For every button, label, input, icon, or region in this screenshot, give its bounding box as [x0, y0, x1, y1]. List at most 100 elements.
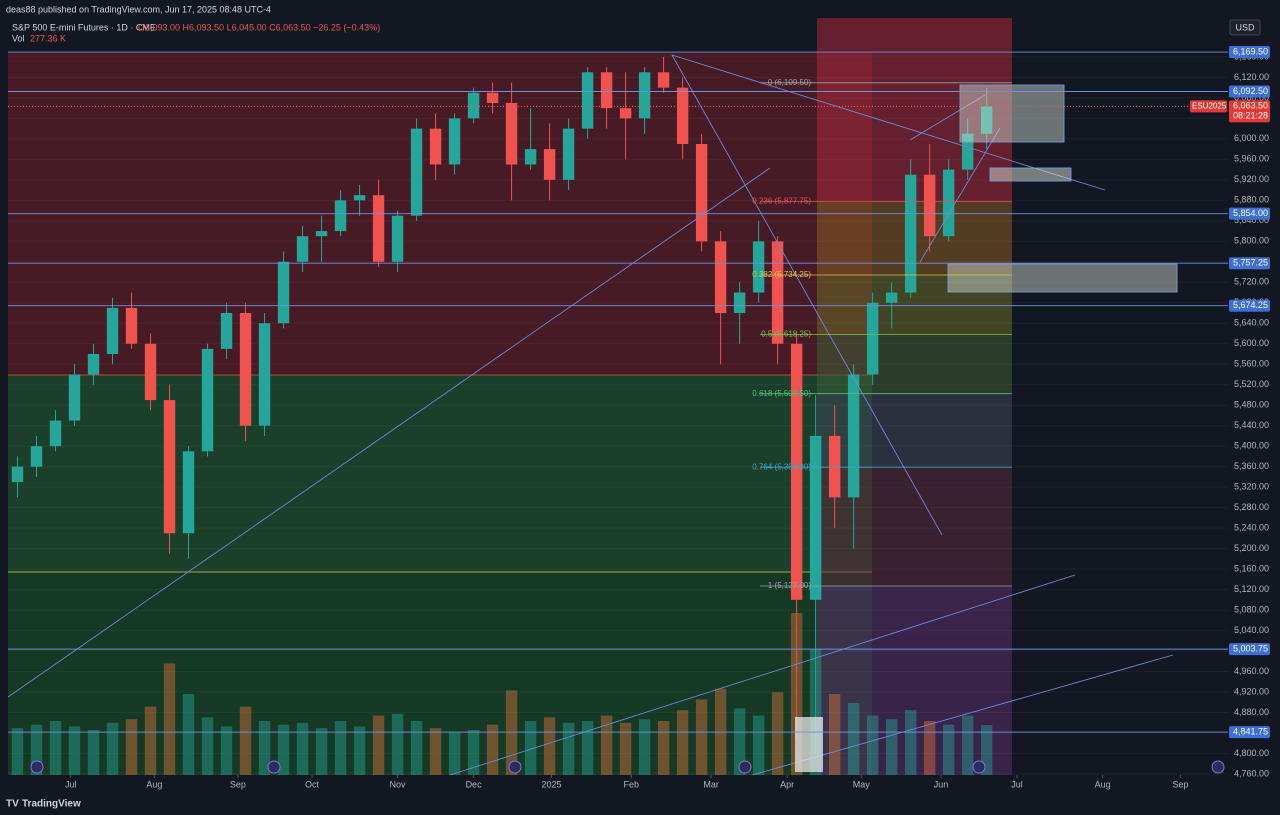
candle-body [30, 446, 43, 467]
level-label: 4,841.75 [1233, 726, 1268, 736]
ticker-box [1190, 100, 1227, 113]
volume-bar [334, 721, 347, 775]
volume-bar [638, 719, 651, 775]
fib-band [817, 586, 1012, 775]
y-tick-label: 6,000.00 [1234, 133, 1269, 143]
volume-bar [752, 715, 765, 775]
volume-bar [49, 721, 62, 775]
volume-bar [543, 717, 556, 775]
volume-bar [923, 721, 936, 775]
zone-box [989, 167, 1072, 182]
x-tick-label: Jul [1011, 779, 1023, 789]
currency[interactable]: USD [1235, 22, 1255, 32]
x-tick-label: Apr [780, 779, 794, 789]
event-icon[interactable] [738, 760, 752, 774]
x-tick-label: Sep [1172, 779, 1188, 789]
publisher: deas88 published on TradingView.com, Jun… [6, 4, 271, 14]
candle-body [410, 128, 423, 216]
last-price-label: 6,063.50 [1233, 101, 1268, 111]
level-label: 5,003.75 [1233, 644, 1268, 654]
y-tick-label: 5,320.00 [1234, 482, 1269, 492]
levels [8, 51, 1228, 733]
event-icon[interactable] [1211, 760, 1225, 774]
fib-label: 0.382 (5,734.25) [752, 270, 811, 279]
y-tick-label: 5,920.00 [1234, 174, 1269, 184]
candle-body [790, 343, 803, 600]
y-tick-label: 5,520.00 [1234, 379, 1269, 389]
volume-bar [619, 722, 632, 775]
candle-body [980, 106, 993, 134]
volume-bar [828, 694, 841, 775]
vol-value: 277.36 K [30, 33, 66, 43]
volume-bar [182, 694, 195, 775]
y-tick-label: 5,600.00 [1234, 338, 1269, 348]
volume-bar [505, 690, 518, 775]
event-icon[interactable] [30, 760, 44, 774]
y-tick-label: 5,880.00 [1234, 195, 1269, 205]
candle-body [220, 313, 233, 349]
y-tick-label: 4,800.00 [1234, 748, 1269, 758]
volume-bar [429, 728, 442, 775]
volume-bar [144, 706, 157, 775]
candle-body [68, 374, 81, 421]
time-axis [0, 775, 1228, 815]
candle-body [942, 169, 955, 237]
x-tick-label: Mar [703, 779, 719, 789]
fib-label: 0.5 (5,618.25) [761, 330, 811, 339]
x-tick-label: Dec [466, 779, 483, 789]
price-axis [1228, 0, 1280, 815]
volume-bar [30, 724, 43, 775]
trend-line [671, 54, 1106, 191]
candle-body [467, 92, 480, 119]
event-icon[interactable] [508, 760, 522, 774]
candle-body [505, 103, 518, 165]
fib: 0 (6,109.50) 0.236 (5,877.75) 0.382 (5,734… [752, 78, 1012, 590]
volume-bar [315, 728, 328, 775]
y-tick-label: 5,240.00 [1234, 523, 1269, 533]
event-icon[interactable] [972, 760, 986, 774]
fib-band [817, 467, 1012, 586]
candle-body [733, 292, 746, 314]
candle-body [676, 87, 689, 144]
candle-body [657, 72, 670, 88]
event-icon[interactable] [267, 760, 281, 774]
candle-body [429, 128, 442, 165]
candle-body [258, 323, 271, 426]
y-tick-label: 5,440.00 [1234, 420, 1269, 430]
volume-bar [961, 715, 974, 775]
trend-line [919, 127, 1001, 263]
volume-bar [733, 708, 746, 775]
volume-bar [106, 722, 119, 775]
y-tick-label: 4,960.00 [1234, 666, 1269, 676]
volume-bar [866, 715, 879, 775]
candle-body [353, 195, 366, 201]
zone-box [959, 84, 1065, 143]
fib-label: 0.618 (5,502.50) [752, 389, 811, 398]
candle-body [182, 451, 195, 534]
zone-box [795, 717, 823, 772]
y-tick-label: 6,120.00 [1234, 72, 1269, 82]
y-tick-label: 5,640.00 [1234, 318, 1269, 328]
y-tick-label: 5,800.00 [1234, 236, 1269, 246]
volume-bar [657, 721, 670, 775]
currency-box[interactable] [1229, 19, 1261, 36]
candle-body [714, 241, 727, 314]
volume-bar [581, 721, 594, 775]
volume-bar [68, 726, 81, 775]
fib-label: 0.236 (5,877.75) [752, 197, 811, 206]
vol-label: Vol [12, 33, 25, 43]
x-tick-label: Nov [390, 779, 407, 789]
fib-label: 0 (6,109.50) [768, 78, 811, 87]
x-tick-label: 2025 [541, 779, 561, 789]
ticker: ESU2025 [1192, 101, 1227, 110]
y-tick-label: 5,360.00 [1234, 461, 1269, 471]
candle-body [847, 374, 860, 498]
candle-body [448, 118, 461, 165]
candle-body [619, 108, 632, 119]
level-label-box [1229, 257, 1270, 270]
footer: TradingView [22, 799, 81, 810]
x-tick-label: Sep [230, 779, 246, 789]
candle-body [866, 302, 879, 375]
candle-body [752, 241, 765, 293]
candle-body [581, 72, 594, 129]
